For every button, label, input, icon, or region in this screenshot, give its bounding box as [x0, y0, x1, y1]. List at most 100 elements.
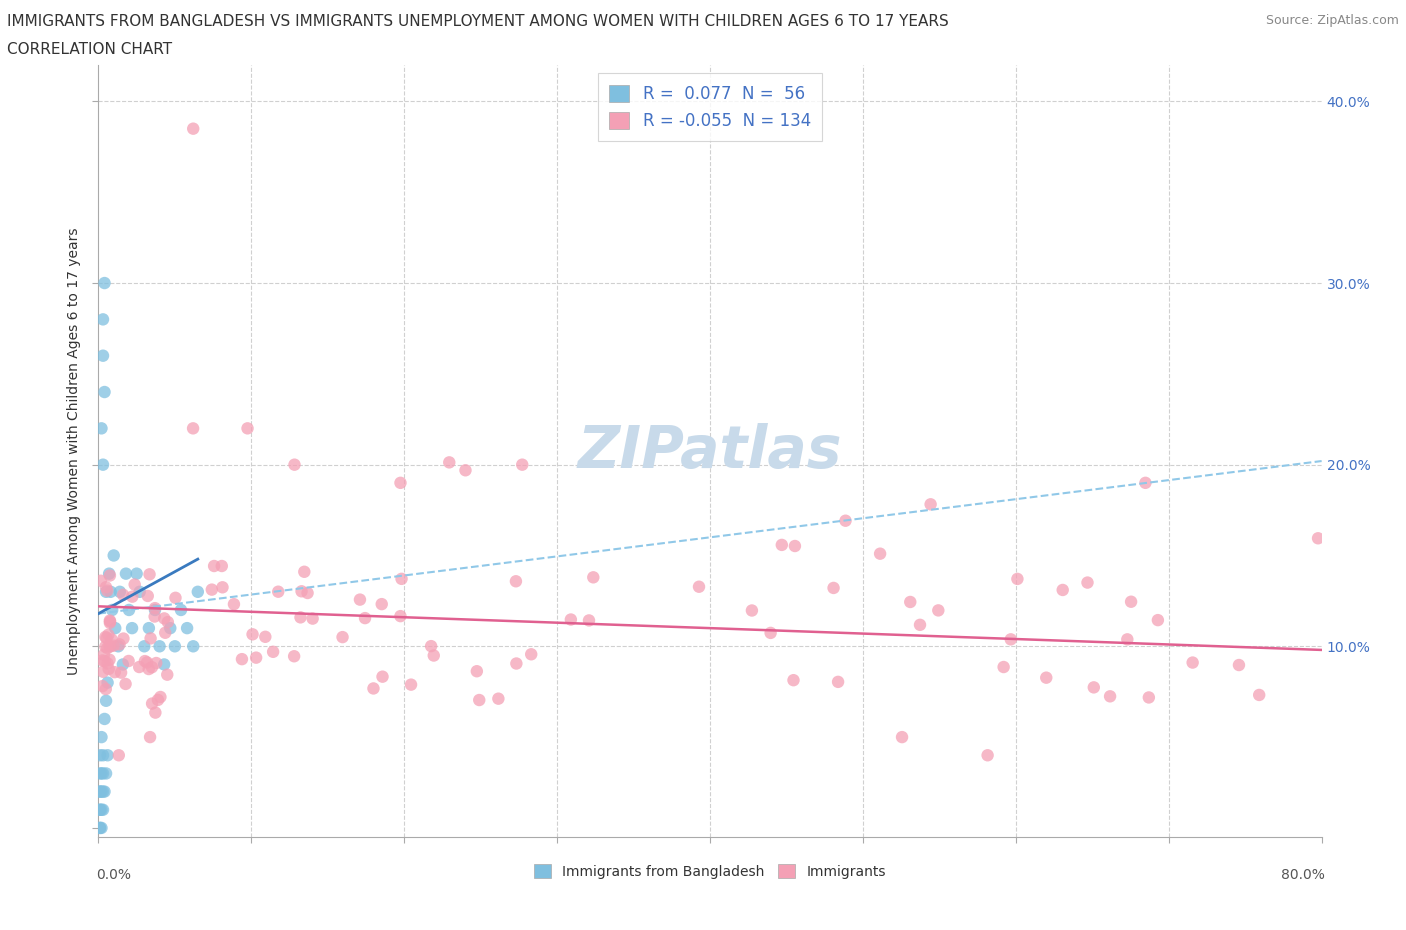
Point	[976, 748, 998, 763]
Point	[89, 820, 111, 835]
Point	[505, 656, 527, 671]
Point	[94, 694, 117, 709]
Point	[138, 567, 160, 582]
Point	[181, 121, 204, 136]
Point	[149, 689, 172, 704]
Point	[138, 661, 160, 676]
Point	[582, 570, 605, 585]
Point	[202, 559, 225, 574]
Point	[145, 705, 167, 720]
Point	[181, 639, 204, 654]
Point	[90, 820, 112, 835]
Point	[96, 583, 118, 598]
Point	[834, 513, 856, 528]
Legend: Immigrants from Bangladesh, Immigrants: Immigrants from Bangladesh, Immigrants	[529, 858, 891, 884]
Point	[770, 538, 793, 552]
Y-axis label: Unemployment Among Women with Children Ages 6 to 17 years: Unemployment Among Women with Children A…	[67, 227, 82, 675]
Point	[1227, 658, 1250, 672]
Point	[869, 546, 891, 561]
Point	[89, 748, 111, 763]
Point	[89, 766, 111, 781]
Point	[297, 586, 319, 601]
Point	[163, 639, 186, 654]
Point	[98, 652, 121, 667]
Point	[138, 620, 160, 635]
Point	[98, 639, 121, 654]
Point	[1137, 690, 1160, 705]
Point	[104, 620, 127, 635]
Point	[89, 820, 111, 835]
Point	[143, 603, 166, 618]
Point	[93, 654, 115, 669]
Point	[118, 603, 141, 618]
Point	[98, 568, 121, 583]
Point	[94, 630, 117, 644]
Point	[91, 664, 114, 679]
Point	[146, 693, 169, 708]
Point	[104, 665, 127, 680]
Point	[98, 566, 121, 581]
Point	[91, 679, 114, 694]
Point	[560, 612, 582, 627]
Point	[292, 565, 315, 579]
Point	[103, 548, 125, 563]
Text: Source: ZipAtlas.com: Source: ZipAtlas.com	[1265, 14, 1399, 27]
Point	[465, 664, 488, 679]
Point	[98, 613, 121, 628]
Point	[96, 656, 118, 671]
Point	[98, 639, 121, 654]
Point	[153, 657, 176, 671]
Point	[454, 463, 477, 478]
Text: ZIPatlas: ZIPatlas	[578, 422, 842, 480]
Point	[399, 677, 422, 692]
Point	[1076, 575, 1098, 590]
Point	[153, 611, 176, 626]
Point	[145, 656, 167, 671]
Point	[156, 667, 179, 682]
Point	[110, 665, 132, 680]
Point	[94, 579, 117, 594]
Point	[1007, 571, 1029, 586]
Point	[370, 597, 392, 612]
Point	[94, 584, 117, 599]
Point	[94, 682, 117, 697]
Point	[783, 538, 806, 553]
Point	[520, 647, 543, 662]
Point	[97, 628, 120, 643]
Point	[94, 639, 117, 654]
Point	[290, 584, 312, 599]
Point	[89, 784, 111, 799]
Point	[91, 653, 114, 668]
Point	[211, 580, 233, 595]
Point	[143, 609, 166, 624]
Point	[176, 620, 198, 635]
Text: CORRELATION CHART: CORRELATION CHART	[7, 42, 172, 57]
Point	[1249, 687, 1271, 702]
Point	[125, 566, 148, 581]
Point	[89, 803, 111, 817]
Point	[91, 312, 114, 326]
Point	[1135, 475, 1157, 490]
Point	[155, 625, 177, 640]
Point	[101, 603, 124, 618]
Point	[468, 693, 491, 708]
Point	[98, 616, 121, 631]
Point	[90, 730, 112, 745]
Point	[156, 615, 179, 630]
Point	[89, 803, 111, 817]
Point	[93, 275, 115, 290]
Point	[112, 631, 135, 646]
Point	[121, 590, 143, 604]
Point	[94, 766, 117, 781]
Point	[91, 748, 114, 763]
Point	[908, 618, 931, 632]
Point	[108, 637, 131, 652]
Point	[100, 631, 122, 646]
Point	[236, 421, 259, 436]
Point	[290, 610, 312, 625]
Point	[510, 458, 533, 472]
Point	[1000, 631, 1022, 646]
Point	[136, 589, 159, 604]
Point	[139, 631, 162, 645]
Point	[181, 421, 204, 436]
